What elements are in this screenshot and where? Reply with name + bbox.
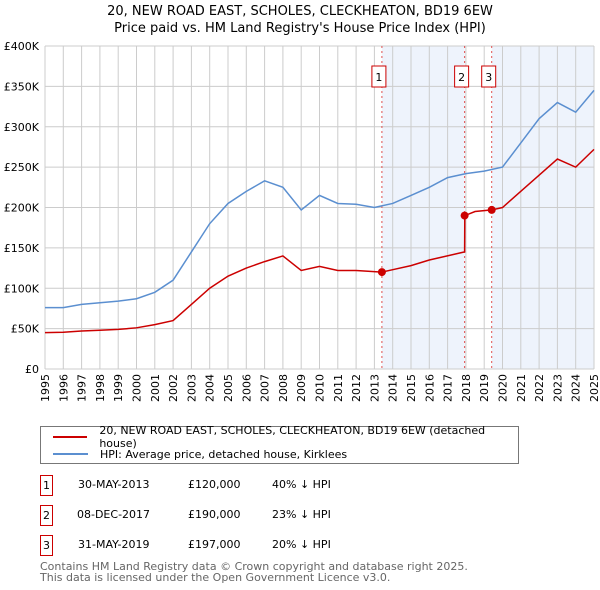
x-tick-label: 2022 [533,374,546,402]
x-tick-label: 2006 [240,374,253,402]
sale-label: 2 [458,71,465,84]
y-tick-label: £150K [4,242,40,255]
series-line [44,148,595,334]
footer-line: Contains HM Land Registry data © Crown c… [40,560,468,573]
x-tick-label: 2025 [588,374,600,402]
sale-point [460,211,469,220]
x-tick-label: 2015 [405,374,418,402]
legend: 20, NEW ROAD EAST, SCHOLES, CLECKHEATON,… [40,424,519,464]
sale-price: £190,000 [188,508,241,521]
x-tick-label: 2016 [423,374,436,402]
y-tick-label: £400K [4,40,40,53]
x-tick-label: 2001 [149,374,162,402]
chart-subtitle: Price paid vs. HM Land Registry's House … [114,21,486,36]
legend-label: HPI: Average price, detached house, Kirk… [100,447,348,461]
x-tick-label: 2002 [167,374,180,402]
y-tick-label: £200K [4,202,40,215]
sale-date: 08-DEC-2017 [77,508,151,521]
legend-swatch-blue [53,453,88,455]
y-tick-label: £350K [4,80,40,93]
x-tick-label: 2007 [259,374,272,402]
x-tick-label: 2019 [478,374,491,402]
x-tick-label: 1998 [94,374,107,402]
x-tick-label: 2014 [387,374,400,402]
sale-hpi: 20% ↓ HPI [272,538,331,551]
sale-label: 3 [485,71,492,84]
sale-point [487,205,496,214]
x-tick-label: 2004 [204,374,217,402]
x-tick-label: 2023 [551,374,564,402]
y-tick-label: £50K [11,323,40,336]
sale-hpi: 23% ↓ HPI [272,508,331,521]
x-tick-label: 2005 [222,374,235,402]
y-tick-label: £300K [4,121,40,134]
sale-hpi: 40% ↓ HPI [272,478,331,491]
x-tick-label: 2010 [314,374,327,402]
x-tick-label: 2020 [497,374,510,402]
legend-item-property: 20, NEW ROAD EAST, SCHOLES, CLECKHEATON,… [53,424,518,450]
footer: Contains HM Land Registry data © Crown c… [40,561,468,583]
x-tick-label: 2018 [460,374,473,402]
footer-line: This data is licensed under the Open Gov… [40,571,391,584]
x-tick-label: 2013 [368,374,381,402]
sale-badge: 3 [40,535,53,556]
x-tick-label: 2008 [277,374,290,402]
x-tick-label: 1995 [39,374,52,402]
x-tick-label: 2000 [131,374,144,402]
sale-label: 1 [375,71,382,84]
y-tick-label: £0 [25,363,39,376]
sale-label-box [481,65,497,88]
sale-badge: 2 [40,505,53,526]
legend-swatch-red [53,436,88,438]
x-tick-label: 1997 [76,374,89,402]
x-tick-label: 2003 [185,374,198,402]
x-tick-label: 1999 [112,374,125,402]
chart-title: 20, NEW ROAD EAST, SCHOLES, CLECKHEATON,… [107,4,493,19]
sale-date: 30-MAY-2013 [78,478,150,491]
sale-point [377,268,386,277]
price-chart: 1995 1996 1997 1998 1999 2000 2001 2002 2003 2004… [4,40,600,402]
x-tick-label: 2021 [515,374,528,402]
x-tick-label: 2017 [442,374,455,402]
x-tick-label: 1996 [57,374,70,402]
sale-label-box [371,65,387,88]
x-tick-label: 2012 [350,374,363,402]
x-tick-label: 2011 [332,374,345,402]
y-tick-label: £250K [4,161,40,174]
x-tick-label: 2024 [570,374,583,402]
y-tick-label: £100K [4,282,40,295]
sale-badge: 1 [40,475,53,496]
x-tick-label: 2009 [295,374,308,402]
series-line [45,89,595,309]
legend-item-hpi: HPI: Average price, detached house, Kirk… [53,445,347,463]
legend-label: 20, NEW ROAD EAST, SCHOLES, CLECKHEATON,… [99,424,486,450]
sale-price: £197,000 [188,538,241,551]
sale-label-box [454,65,470,88]
sale-price: £120,000 [188,478,241,491]
sale-date: 31-MAY-2019 [78,538,150,551]
